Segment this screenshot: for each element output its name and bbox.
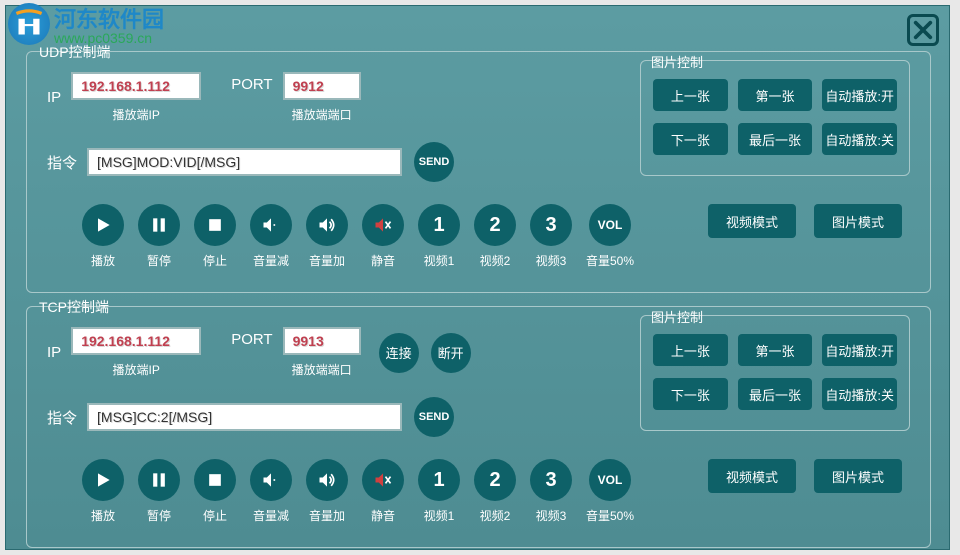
tcp-volume-50-button[interactable]: VOL xyxy=(589,459,631,501)
udp-image-title: 图片控制 xyxy=(651,52,703,71)
tcp-volume-down-label: 音量减 xyxy=(253,507,289,524)
watermark-logo xyxy=(8,3,50,45)
tcp-mute-button[interactable] xyxy=(362,459,404,501)
udp-image-control: 图片控制 上一张第一张自动播放:开下一张最后一张自动播放:关 xyxy=(640,60,910,176)
tcp-volume-down-button[interactable] xyxy=(250,459,292,501)
udp-ip-input[interactable] xyxy=(71,72,201,100)
tcp-control-row: 播放 暂停 停止 音量减 音量加 静音 1 视频1 2 视频2 3 视频3 VOL 音量50% xyxy=(82,459,634,524)
tcp-video-1-label: 视频1 xyxy=(424,507,455,524)
tcp-pause-label: 暂停 xyxy=(147,507,171,524)
udp-port-sublabel: 播放端端口 xyxy=(283,106,361,123)
udp-next-button[interactable]: 下一张 xyxy=(653,123,728,155)
tcp-panel: TCP控制端 IP 播放端IP PORT 播放端端口 连接 断开 指令 SE xyxy=(26,306,931,548)
udp-prev-button[interactable]: 上一张 xyxy=(653,79,728,111)
udp-image-buttons: 上一张第一张自动播放:开下一张最后一张自动播放:关 xyxy=(641,61,909,155)
tcp-ip-input[interactable] xyxy=(71,327,201,355)
udp-ip-label: IP xyxy=(47,89,61,106)
udp-video-3-button[interactable]: 3 xyxy=(530,204,572,246)
tcp-mute-label: 静音 xyxy=(371,507,395,524)
tcp-ip-sublabel: 播放端IP xyxy=(71,361,201,378)
tcp-port-label: PORT xyxy=(231,331,272,348)
main-window: UDP控制端 IP 播放端IP PORT 播放端端口 指令 SEND 播放暂停停… xyxy=(5,5,950,550)
tcp-connect-button[interactable]: 连接 xyxy=(379,333,419,373)
udp-cmd-label: 指令 xyxy=(47,152,77,173)
udp-volume-down-label: 音量减 xyxy=(253,252,289,269)
udp-volume-up-label: 音量加 xyxy=(309,252,345,269)
tcp-image-buttons: 上一张第一张自动播放:开下一张最后一张自动播放:关 xyxy=(641,316,909,410)
tcp-last-button[interactable]: 最后一张 xyxy=(738,378,813,410)
udp-autoplay-on-button[interactable]: 自动播放:开 xyxy=(822,79,897,111)
watermark-url: www.pc0359.cn xyxy=(54,30,164,46)
tcp-volume-50-label: 音量50% xyxy=(586,507,634,524)
udp-play-button[interactable] xyxy=(82,204,124,246)
udp-volume-50-button[interactable]: VOL xyxy=(589,204,631,246)
tcp-cmd-input[interactable] xyxy=(87,403,402,431)
tcp-image-mode[interactable]: 图片模式 xyxy=(814,459,902,493)
udp-pause-button[interactable] xyxy=(138,204,180,246)
tcp-send-button[interactable]: SEND xyxy=(414,397,454,437)
tcp-stop-label: 停止 xyxy=(203,507,227,524)
tcp-port-input[interactable] xyxy=(283,327,361,355)
udp-stop-label: 停止 xyxy=(203,252,227,269)
udp-video-mode[interactable]: 视频模式 xyxy=(708,204,796,238)
udp-control-row: 播放 暂停 停止 音量减 音量加 静音 1 视频1 2 视频2 3 视频3 VOL 音量50% xyxy=(82,204,634,269)
tcp-video-2-label: 视频2 xyxy=(480,507,511,524)
udp-port-label: PORT xyxy=(231,76,272,93)
udp-last-button[interactable]: 最后一张 xyxy=(738,123,813,155)
udp-play-label: 播放 xyxy=(91,252,115,269)
udp-ip-sublabel: 播放端IP xyxy=(71,106,201,123)
tcp-prev-button[interactable]: 上一张 xyxy=(653,334,728,366)
tcp-autoplay-off-button[interactable]: 自动播放:关 xyxy=(822,378,897,410)
tcp-video-1-button[interactable]: 1 xyxy=(418,459,460,501)
tcp-image-control: 图片控制 上一张第一张自动播放:开下一张最后一张自动播放:关 xyxy=(640,315,910,431)
tcp-mode-buttons: 视频模式 图片模式 xyxy=(708,459,902,493)
tcp-play-label: 播放 xyxy=(91,507,115,524)
tcp-title: TCP控制端 xyxy=(37,297,111,317)
tcp-video-mode[interactable]: 视频模式 xyxy=(708,459,796,493)
close-button[interactable] xyxy=(907,14,939,46)
tcp-first-button[interactable]: 第一张 xyxy=(738,334,813,366)
udp-video-2-button[interactable]: 2 xyxy=(474,204,516,246)
tcp-cmd-label: 指令 xyxy=(47,407,77,428)
udp-first-button[interactable]: 第一张 xyxy=(738,79,813,111)
tcp-video-2-button[interactable]: 2 xyxy=(474,459,516,501)
udp-pause-label: 暂停 xyxy=(147,252,171,269)
udp-image-mode[interactable]: 图片模式 xyxy=(814,204,902,238)
tcp-pause-button[interactable] xyxy=(138,459,180,501)
tcp-volume-up-button[interactable] xyxy=(306,459,348,501)
tcp-image-title: 图片控制 xyxy=(651,307,703,326)
udp-video-1-label: 视频1 xyxy=(424,252,455,269)
udp-video-1-button[interactable]: 1 xyxy=(418,204,460,246)
udp-volume-down-button[interactable] xyxy=(250,204,292,246)
udp-panel: UDP控制端 IP 播放端IP PORT 播放端端口 指令 SEND 播放暂停停… xyxy=(26,51,931,293)
udp-video-3-label: 视频3 xyxy=(536,252,567,269)
tcp-port-sublabel: 播放端端口 xyxy=(283,361,361,378)
udp-stop-button[interactable] xyxy=(194,204,236,246)
udp-mute-button[interactable] xyxy=(362,204,404,246)
tcp-video-3-button[interactable]: 3 xyxy=(530,459,572,501)
tcp-disconnect-button[interactable]: 断开 xyxy=(431,333,471,373)
tcp-volume-up-label: 音量加 xyxy=(309,507,345,524)
tcp-stop-button[interactable] xyxy=(194,459,236,501)
udp-mode-buttons: 视频模式 图片模式 xyxy=(708,204,902,238)
tcp-video-3-label: 视频3 xyxy=(536,507,567,524)
udp-volume-50-label: 音量50% xyxy=(586,252,634,269)
udp-port-input[interactable] xyxy=(283,72,361,100)
udp-autoplay-off-button[interactable]: 自动播放:关 xyxy=(822,123,897,155)
tcp-ip-label: IP xyxy=(47,344,61,361)
tcp-autoplay-on-button[interactable]: 自动播放:开 xyxy=(822,334,897,366)
udp-cmd-input[interactable] xyxy=(87,148,402,176)
udp-send-button[interactable]: SEND xyxy=(414,142,454,182)
tcp-next-button[interactable]: 下一张 xyxy=(653,378,728,410)
udp-mute-label: 静音 xyxy=(371,252,395,269)
tcp-play-button[interactable] xyxy=(82,459,124,501)
watermark: 河东软件园 www.pc0359.cn xyxy=(8,2,164,46)
udp-video-2-label: 视频2 xyxy=(480,252,511,269)
udp-volume-up-button[interactable] xyxy=(306,204,348,246)
